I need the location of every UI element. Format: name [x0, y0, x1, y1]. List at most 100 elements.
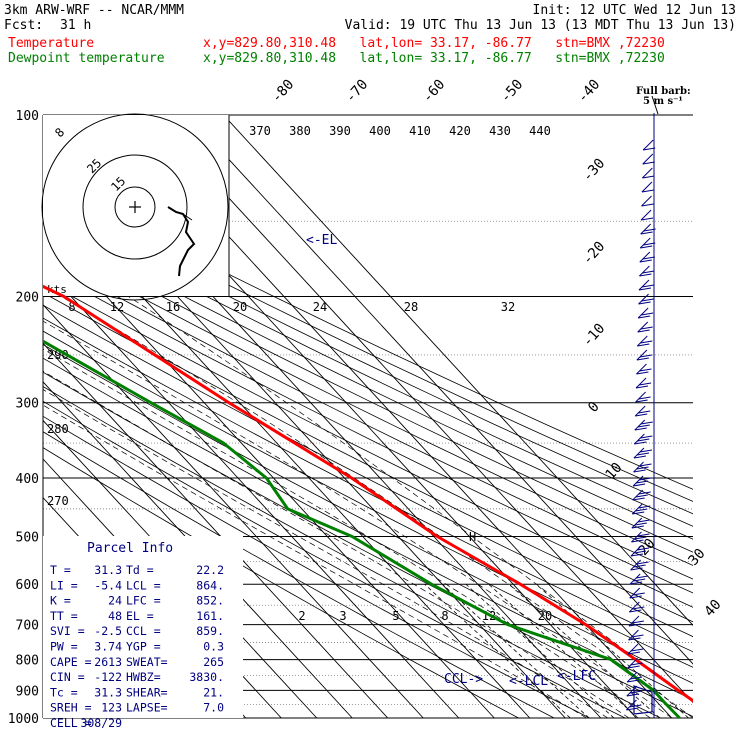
dry-adiabat-line: [43, 357, 693, 701]
annotations: <-EL CCL-> <-LCL <-LFC H: [306, 233, 596, 689]
parcel-param-value: 48: [108, 609, 122, 623]
wind-barb-feather: [632, 497, 645, 501]
forecast-label: Fcst:: [4, 18, 44, 33]
wind-barb-staff: [640, 223, 652, 235]
pressure-tick-label: 200: [16, 291, 39, 306]
parcel-param-label: T =: [50, 563, 71, 577]
hodo-ring-mid: [82, 154, 188, 260]
wind-barb-feather: [639, 449, 653, 453]
mixing-ratio-label: 3: [339, 609, 346, 623]
theta-label: 410: [409, 124, 431, 138]
wind-barb-feather: [641, 312, 654, 316]
barb-legend-value: 5 m s⁻¹: [643, 96, 683, 107]
wind-barb-feather: [640, 435, 653, 439]
wind-barb-feather: [643, 242, 656, 246]
temperature-legend-label: Temperature: [8, 36, 95, 51]
moist-adiabat-line: [43, 370, 630, 719]
wind-barb-feather: [636, 480, 649, 484]
wind-barb-feather: [630, 648, 644, 652]
wind-barb-feather: [631, 620, 644, 624]
dry-adiabat-line: [43, 330, 693, 668]
parcel-param-label: LI =: [50, 578, 78, 592]
wind-barb-staff: [636, 349, 648, 361]
wind-barb-staff: [630, 559, 641, 571]
wind-barb-staff: [634, 405, 646, 417]
wind-barb-feather: [640, 421, 653, 425]
parcel-param-value: 7.0: [203, 701, 224, 715]
speed-scale-tick: 24: [313, 300, 327, 314]
speed-scale-tick: 16: [166, 300, 180, 314]
parcel-param-label: SWEAT=: [126, 655, 168, 669]
isotherm-line: [43, 381, 353, 719]
wind-barb-feather: [636, 357, 649, 361]
wind-barb-staff: [634, 419, 646, 431]
wind-barb-staff: [642, 139, 654, 151]
wind-barb-feather: [636, 371, 649, 375]
wind-barb-feather: [629, 690, 642, 694]
wind-barb-feather: [642, 270, 655, 274]
parcel-param-value: 859.: [196, 624, 224, 638]
wind-barb-staff: [629, 573, 641, 585]
wind-barb-feather: [629, 595, 642, 599]
isotherm-label: 20: [635, 536, 658, 559]
wind-barb-feather: [637, 424, 650, 428]
dry-adiabat-line: [43, 371, 693, 717]
mixing-ratio-line: [488, 583, 639, 719]
wind-barb-feather: [631, 539, 644, 543]
wind-barb-staff: [627, 643, 639, 655]
wind-barb-feather: [634, 536, 647, 540]
wind-barb-low-cluster: [633, 685, 653, 715]
init-time: Init: 12 UTC Wed 12 Jun 13: [532, 3, 737, 18]
lfc-annotation: <-LFC: [557, 669, 596, 684]
wind-barb-feather: [633, 564, 646, 568]
dry-adiabat-line: [43, 267, 693, 594]
isotherm-line: [223, 115, 693, 626]
isotherm-label: 0: [585, 399, 603, 416]
parcel-param-label: SREH =: [50, 701, 92, 715]
parcel-param-label: LCL =: [126, 578, 161, 592]
isotherm-label: -10: [580, 321, 609, 351]
wind-barb-feather: [641, 298, 654, 302]
wind-barb-feather: [629, 704, 642, 708]
mixing-ratio-label: 2: [298, 609, 305, 623]
pressure-tick-label: 900: [16, 684, 39, 699]
dry-adiabat-line: [43, 279, 693, 608]
parcel-param-label: SVI =: [50, 624, 85, 638]
isotherm-label: -30: [580, 156, 609, 186]
wind-barb-feather: [642, 175, 655, 179]
parcel-info-title: Parcel Info: [87, 541, 173, 556]
wind-barb-feather: [640, 340, 653, 344]
wind-barb-feather: [630, 553, 644, 557]
side-theta-label: 270: [47, 494, 69, 508]
wind-barb-feather: [634, 427, 647, 431]
lcl-annotation: <-LCL: [509, 674, 548, 689]
wind-barb-staff: [638, 293, 649, 305]
parcel-param-label: EL =: [126, 609, 154, 623]
wind-barb-feather: [629, 609, 642, 613]
parcel-param-value: 0.3: [203, 640, 224, 654]
wind-barb-feather: [640, 326, 653, 330]
wind-barb-feather: [643, 228, 656, 232]
parcel-param-label: LFC =: [126, 594, 161, 608]
wind-barb-staff: [631, 517, 643, 529]
wind-barb-staff: [631, 531, 642, 543]
wind-barb-feather: [630, 581, 643, 585]
parcel-info-background: [43, 536, 243, 718]
parcel-param-value: -5.4: [94, 578, 122, 592]
parcel-param-value: 123: [101, 701, 122, 715]
wind-barb-staff: [632, 489, 644, 501]
wind-barb-staff: [641, 167, 653, 179]
wind-barb-feather: [634, 441, 647, 445]
ccl-annotation: CCL->: [444, 672, 483, 687]
isotherm-label: -40: [575, 77, 604, 107]
pressure-tick-label: 700: [16, 619, 39, 634]
parcel-param-label: TT =: [50, 609, 78, 623]
wind-barb-feather: [635, 494, 648, 498]
dry-adiabat-line: [43, 431, 555, 719]
wind-barb-staff: [631, 503, 643, 515]
wind-barb-feather: [627, 665, 640, 669]
pressure-tick-label: 600: [16, 578, 39, 593]
dry-adiabat-line: [43, 415, 590, 719]
wind-barb-feather: [627, 679, 640, 683]
